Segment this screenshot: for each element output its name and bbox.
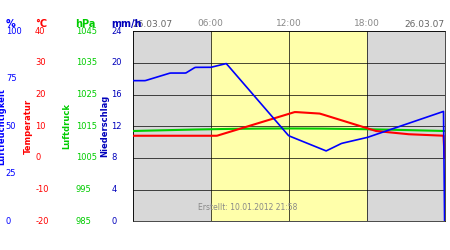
Bar: [211, 31, 367, 221]
Text: 1045: 1045: [76, 27, 97, 36]
Text: Niederschlag: Niederschlag: [100, 95, 109, 158]
Text: 20: 20: [35, 90, 45, 99]
Text: hPa: hPa: [76, 19, 96, 29]
Text: Temperatur: Temperatur: [23, 99, 32, 154]
Text: 0: 0: [6, 217, 11, 226]
Text: 20: 20: [111, 58, 122, 68]
Text: 16: 16: [111, 90, 122, 99]
Text: Luftdruck: Luftdruck: [62, 103, 71, 149]
Text: 50: 50: [6, 122, 16, 131]
Text: 1035: 1035: [76, 58, 97, 68]
Text: 12: 12: [111, 122, 122, 131]
Text: 26.03.07: 26.03.07: [405, 20, 445, 29]
Text: 24: 24: [111, 27, 122, 36]
Text: mm/h: mm/h: [111, 19, 142, 29]
Text: °C: °C: [35, 19, 47, 29]
Text: 10: 10: [35, 122, 45, 131]
Text: 30: 30: [35, 58, 46, 68]
Text: 75: 75: [6, 74, 17, 83]
Text: -20: -20: [35, 217, 49, 226]
Text: 26.03.07: 26.03.07: [133, 20, 173, 29]
Text: 40: 40: [35, 27, 45, 36]
Text: 4: 4: [111, 185, 117, 194]
Text: %: %: [6, 19, 16, 29]
Text: 995: 995: [76, 185, 91, 194]
Bar: [133, 31, 211, 221]
Text: 985: 985: [76, 217, 91, 226]
Text: 100: 100: [6, 27, 22, 36]
Text: Erstellt: 10.01.2012 21:58: Erstellt: 10.01.2012 21:58: [198, 203, 298, 212]
Text: 0: 0: [111, 217, 117, 226]
Text: 1005: 1005: [76, 154, 97, 162]
Text: 25: 25: [6, 169, 16, 178]
Text: -10: -10: [35, 185, 49, 194]
Text: 1015: 1015: [76, 122, 97, 131]
Text: 8: 8: [111, 154, 117, 162]
Bar: [367, 31, 445, 221]
Text: Luftfeuchtigkeit: Luftfeuchtigkeit: [0, 88, 6, 165]
Text: 1025: 1025: [76, 90, 97, 99]
Text: 0: 0: [35, 154, 40, 162]
